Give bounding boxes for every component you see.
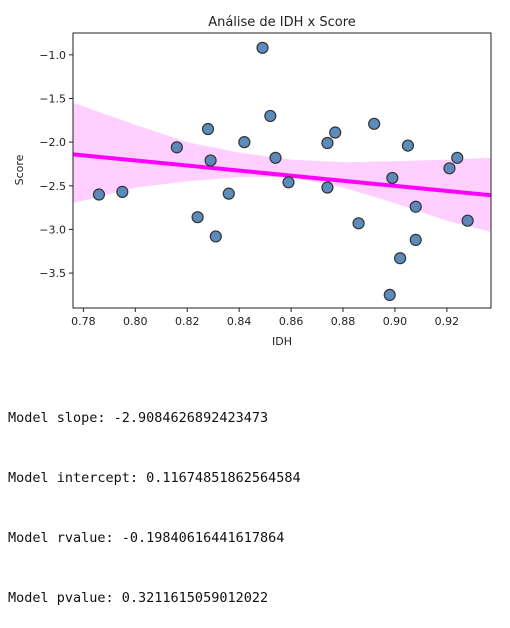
y-axis-label: Score bbox=[13, 154, 26, 185]
data-point bbox=[222, 187, 235, 200]
data-point bbox=[321, 136, 334, 150]
data-point bbox=[451, 151, 464, 164]
y-axis-ticks: −1.0 −1.5 −2.0 −2.5 −3.0 −3.5 bbox=[39, 49, 73, 280]
chart-title: Análise de IDH x Score bbox=[208, 15, 356, 30]
data-point bbox=[191, 211, 204, 224]
output-slope-line: Model slope: -2.9084626892423473 bbox=[8, 410, 269, 426]
data-point bbox=[282, 176, 295, 189]
y-tick-label: −1.5 bbox=[39, 92, 66, 105]
data-point bbox=[201, 122, 215, 136]
data-point bbox=[461, 214, 474, 227]
x-tick-label: 0.90 bbox=[383, 315, 408, 328]
confidence-band-layer bbox=[73, 102, 491, 232]
data-point bbox=[443, 162, 456, 175]
y-tick-label: −1.0 bbox=[39, 49, 66, 62]
data-point bbox=[204, 154, 217, 167]
data-point bbox=[409, 200, 422, 213]
x-axis-label: IDH bbox=[272, 335, 292, 348]
confidence-band bbox=[73, 102, 491, 232]
output-intercept-line: Model intercept: 0.11674851862564584 bbox=[8, 470, 301, 486]
x-tick-label: 0.92 bbox=[435, 315, 460, 328]
regression-line bbox=[72, 152, 492, 198]
x-tick-label: 0.80 bbox=[123, 315, 148, 328]
x-tick-label: 0.86 bbox=[279, 315, 304, 328]
plot-frame bbox=[72, 32, 492, 309]
data-point bbox=[170, 141, 183, 154]
y-tick-label: −3.0 bbox=[39, 223, 66, 236]
data-point bbox=[209, 230, 222, 243]
output-rvalue-line: Model rvalue: -0.19840616441617864 bbox=[8, 530, 285, 546]
x-tick-label: 0.88 bbox=[331, 315, 356, 328]
scatter-chart: Análise de IDH x Score 0.78 0.80 0.82 0.84 0… bbox=[13, 15, 492, 348]
x-axis-ticks: 0.78 0.80 0.82 0.84 0.86 0.88 0.90 0.92 bbox=[71, 308, 459, 328]
data-point bbox=[329, 126, 342, 139]
data-point bbox=[401, 139, 415, 152]
data-point bbox=[269, 151, 282, 164]
data-point bbox=[386, 171, 399, 185]
data-point bbox=[92, 188, 106, 201]
output-pvalue-line: Model pvalue: 0.3211615059012022 bbox=[8, 590, 269, 606]
model-output: Model slope: -2.9084626892423473 Model i… bbox=[8, 368, 301, 628]
x-tick-label: 0.84 bbox=[227, 315, 252, 328]
data-point bbox=[368, 117, 381, 130]
data-point bbox=[352, 217, 365, 230]
y-tick-label: −3.5 bbox=[39, 267, 66, 280]
y-tick-label: −2.0 bbox=[39, 136, 66, 149]
y-tick-label: −2.5 bbox=[39, 180, 66, 193]
data-point bbox=[321, 181, 334, 194]
data-point bbox=[264, 109, 277, 123]
data-point bbox=[238, 136, 251, 149]
x-tick-label: 0.82 bbox=[175, 315, 200, 328]
data-point bbox=[116, 185, 129, 198]
data-point bbox=[383, 288, 396, 302]
x-tick-label: 0.78 bbox=[71, 315, 96, 328]
data-point bbox=[256, 41, 269, 54]
data-point bbox=[409, 233, 422, 247]
points-layer bbox=[92, 41, 474, 302]
regression-line-layer bbox=[72, 152, 492, 198]
data-point bbox=[394, 252, 407, 265]
